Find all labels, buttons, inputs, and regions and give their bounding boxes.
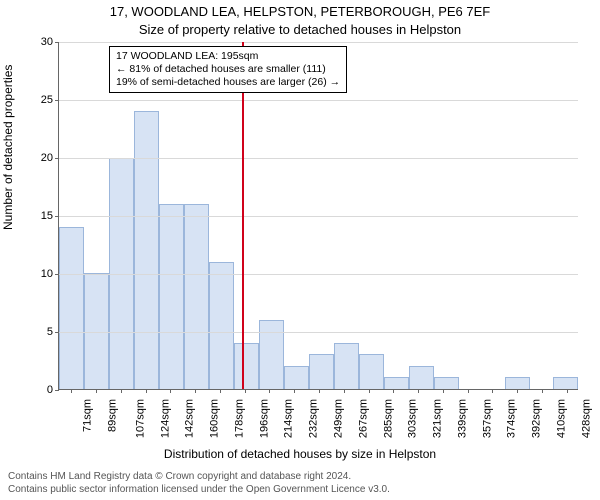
marker-line [242, 42, 244, 389]
xtick-label: 89sqm [107, 399, 119, 432]
gridline [59, 274, 578, 275]
ytick-label: 10 [41, 268, 53, 280]
bar [134, 111, 159, 389]
ytick-label: 30 [41, 36, 53, 48]
ytick-mark [55, 100, 59, 101]
xtick-label: 160sqm [209, 399, 221, 438]
gridline [59, 216, 578, 217]
ytick-label: 0 [47, 384, 53, 396]
ytick-label: 15 [41, 210, 53, 222]
xtick-mark [567, 389, 568, 393]
gridline [59, 332, 578, 333]
xtick-label: 410sqm [555, 399, 567, 438]
footer-line-1: Contains HM Land Registry data © Crown c… [8, 471, 592, 484]
ytick-label: 25 [41, 94, 53, 106]
annotation-box: 17 WOODLAND LEA: 195sqm← 81% of detached… [109, 46, 347, 93]
bar [434, 377, 459, 389]
xtick-mark [542, 389, 543, 393]
xtick-label: 249sqm [333, 399, 345, 438]
xtick-mark [269, 389, 270, 393]
xtick-mark [517, 389, 518, 393]
xtick-label: 428sqm [580, 399, 592, 438]
bar [409, 366, 434, 389]
bar [159, 204, 184, 389]
xtick-label: 214sqm [283, 399, 295, 438]
chart-title-sub: Size of property relative to detached ho… [0, 22, 600, 37]
xtick-label: 267sqm [357, 399, 369, 438]
xtick-mark [71, 389, 72, 393]
xtick-mark [443, 389, 444, 393]
ytick-mark [55, 216, 59, 217]
bar [309, 354, 334, 389]
xtick-mark [468, 389, 469, 393]
gridline [59, 100, 578, 101]
x-axis-label: Distribution of detached houses by size … [0, 447, 600, 461]
xtick-mark [245, 389, 246, 393]
ytick-label: 5 [47, 326, 53, 338]
xtick-mark [146, 389, 147, 393]
xtick-mark [393, 389, 394, 393]
annotation-line: 19% of semi-detached houses are larger (… [116, 76, 340, 89]
xtick-mark [121, 389, 122, 393]
annotation-line: 17 WOODLAND LEA: 195sqm [116, 50, 340, 63]
bar [384, 377, 409, 389]
xtick-mark [195, 389, 196, 393]
bar [359, 354, 384, 389]
ytick-mark [55, 42, 59, 43]
xtick-label: 196sqm [258, 399, 270, 438]
bar [334, 343, 359, 389]
bar [209, 262, 234, 389]
footer-line-2: Contains public sector information licen… [8, 484, 592, 497]
ytick-mark [55, 158, 59, 159]
xtick-label: 321sqm [432, 399, 444, 438]
bar [505, 377, 530, 389]
ytick-label: 20 [41, 152, 53, 164]
xtick-label: 392sqm [531, 399, 543, 438]
gridline [59, 42, 578, 43]
xtick-label: 107sqm [134, 399, 146, 438]
xtick-mark [220, 389, 221, 393]
xtick-mark [170, 389, 171, 393]
xtick-label: 339sqm [456, 399, 468, 438]
ytick-mark [55, 332, 59, 333]
footer-attribution: Contains HM Land Registry data © Crown c… [0, 471, 600, 496]
bar [284, 366, 309, 389]
xtick-label: 374sqm [506, 399, 518, 438]
gridline [59, 158, 578, 159]
bar [553, 377, 578, 389]
bar [259, 320, 284, 389]
annotation-line: ← 81% of detached houses are smaller (11… [116, 63, 340, 76]
xtick-mark [492, 389, 493, 393]
xtick-label: 71sqm [82, 399, 94, 432]
bar [59, 227, 84, 389]
chart-title-main: 17, WOODLAND LEA, HELPSTON, PETERBOROUGH… [0, 4, 600, 19]
xtick-label: 285sqm [382, 399, 394, 438]
xtick-label: 178sqm [234, 399, 246, 438]
xtick-mark [418, 389, 419, 393]
ytick-mark [55, 274, 59, 275]
y-axis-label: Number of detached properties [1, 65, 15, 230]
ytick-mark [55, 390, 59, 391]
xtick-label: 232sqm [308, 399, 320, 438]
xtick-label: 142sqm [184, 399, 196, 438]
xtick-label: 124sqm [159, 399, 171, 438]
plot-area: 05101520253071sqm89sqm107sqm124sqm142sqm… [58, 42, 578, 390]
xtick-mark [96, 389, 97, 393]
xtick-label: 357sqm [481, 399, 493, 438]
xtick-mark [319, 389, 320, 393]
bar [234, 343, 259, 389]
bar [184, 204, 209, 389]
xtick-mark [369, 389, 370, 393]
xtick-mark [344, 389, 345, 393]
xtick-label: 303sqm [407, 399, 419, 438]
xtick-mark [294, 389, 295, 393]
